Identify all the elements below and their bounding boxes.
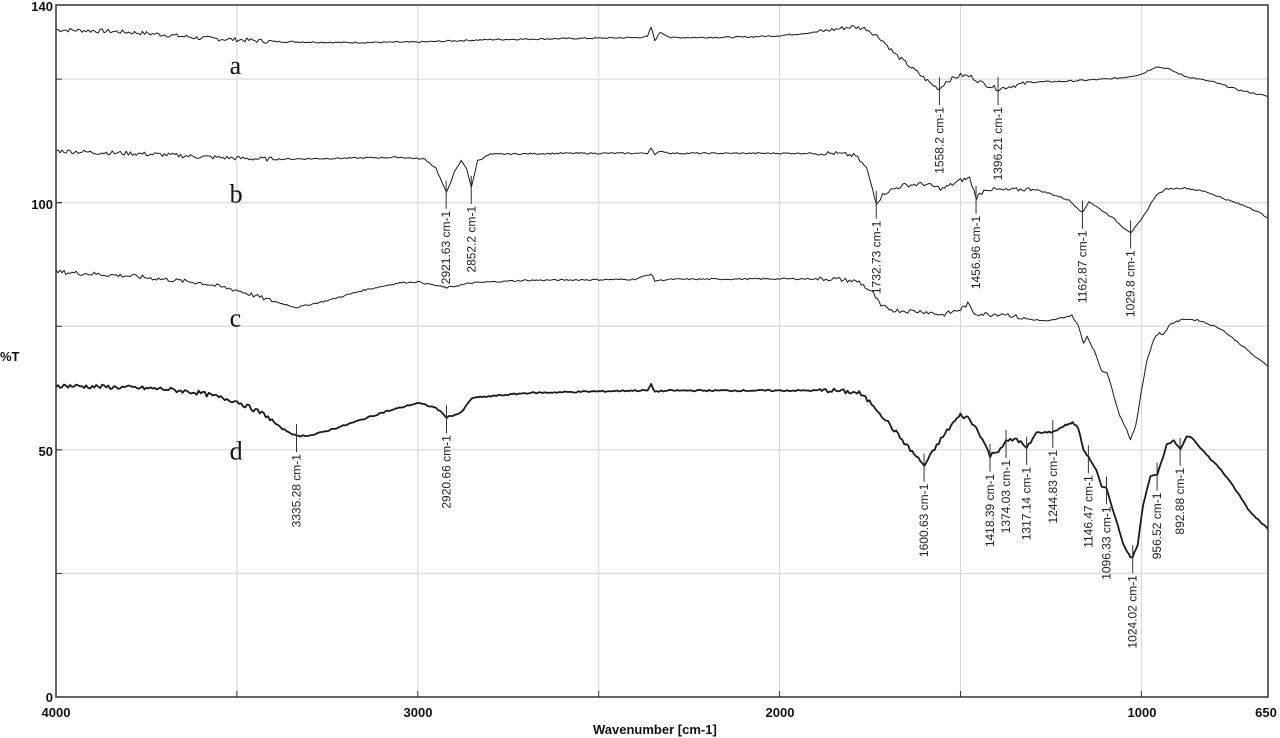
- peak-label: 2852.2 cm-1: [464, 206, 478, 273]
- peak-annotation: 3335.28 cm-1: [289, 424, 303, 527]
- peak-label: 1317.14 cm-1: [1020, 467, 1034, 541]
- x-tick-1000: 1000: [1128, 705, 1157, 720]
- series-label-d: d: [230, 437, 243, 466]
- spectrum-curves: [55, 25, 1269, 559]
- peak-annotation: 2852.2 cm-1: [464, 175, 478, 273]
- peak-annotation: 1396.21 cm-1: [991, 77, 1005, 180]
- peak-annotation: 956.52 cm-1: [1150, 462, 1164, 559]
- peak-label: 1029.8 cm-1: [1124, 250, 1138, 317]
- peak-annotation: 1029.8 cm-1: [1124, 220, 1138, 317]
- spectrum-curve-a: [55, 25, 1269, 97]
- grid-lines: [56, 5, 1268, 697]
- plot-frame: [55, 4, 1269, 698]
- y-tick-0: 0: [46, 690, 53, 705]
- peak-annotation: 1024.02 cm-1: [1126, 545, 1140, 649]
- x-axis-title: Wavenumber [cm-1]: [593, 722, 717, 737]
- series-label-c: c: [230, 303, 242, 332]
- peak-annotation: 1732.73 cm-1: [869, 190, 883, 294]
- peak-annotation: 1600.63 cm-1: [917, 453, 931, 557]
- peak-annotation: 1374.03 cm-1: [999, 429, 1013, 534]
- series-labels: a b c d: [230, 51, 243, 466]
- peak-label: 956.52 cm-1: [1150, 492, 1164, 559]
- peak-label: 1162.87 cm-1: [1075, 230, 1089, 303]
- peak-label: 1244.83 cm-1: [1046, 450, 1060, 524]
- peak-label: 2920.66 cm-1: [439, 435, 453, 509]
- peak-annotation: 1456.96 cm-1: [969, 185, 983, 289]
- peak-label: 1374.03 cm-1: [999, 460, 1013, 534]
- peak-label: 1418.39 cm-1: [983, 473, 997, 547]
- peak-label: 1558.2 cm-1: [932, 107, 946, 174]
- peak-label: 1600.63 cm-1: [917, 483, 931, 557]
- y-tick-50: 50: [39, 444, 53, 459]
- x-tick-650: 650: [1255, 705, 1277, 720]
- peak-annotation: 892.88 cm-1: [1173, 437, 1187, 535]
- peak-label: 1024.02 cm-1: [1126, 575, 1140, 649]
- peak-annotation: 2921.63 cm-1: [439, 180, 453, 285]
- peak-annotation: 2920.66 cm-1: [439, 405, 453, 509]
- peak-label: 2921.63 cm-1: [439, 211, 453, 285]
- spectrum-curve-c: [55, 269, 1269, 441]
- series-label-a: a: [230, 51, 242, 80]
- x-tick-4000: 4000: [42, 705, 71, 720]
- peak-annotation: 1244.83 cm-1: [1046, 420, 1060, 523]
- y-tick-140: 140: [31, 0, 53, 14]
- axis-ticks: [55, 4, 1269, 698]
- peak-label: 1146.47 cm-1: [1081, 475, 1095, 548]
- peak-annotations: 1558.2 cm-1 1396.21 cm-1 2921.63 cm-1 2852.…: [289, 77, 1187, 649]
- peak-label: 1456.96 cm-1: [969, 215, 983, 289]
- peak-label: 1096.33 cm-1: [1100, 506, 1114, 580]
- peak-annotation: 1096.33 cm-1: [1100, 476, 1114, 580]
- peak-label: 892.88 cm-1: [1173, 468, 1187, 535]
- y-tick-100: 100: [31, 197, 53, 212]
- peak-annotation: 1418.39 cm-1: [983, 443, 997, 547]
- peak-annotation: 1146.47 cm-1: [1081, 445, 1095, 548]
- peak-annotation: 1558.2 cm-1: [932, 77, 946, 174]
- x-tick-3000: 3000: [404, 705, 433, 720]
- x-tick-2000: 2000: [766, 705, 795, 720]
- peak-annotation: 1162.87 cm-1: [1075, 200, 1089, 303]
- spectrum-curve-d: [55, 383, 1269, 559]
- series-label-b: b: [230, 180, 243, 209]
- peak-label: 3335.28 cm-1: [289, 454, 303, 528]
- y-axis-title: %T: [0, 349, 20, 364]
- peak-annotation: 1317.14 cm-1: [1020, 436, 1034, 541]
- peak-label: 1732.73 cm-1: [869, 220, 883, 294]
- spectrum-curve-b: [55, 147, 1269, 234]
- peak-label: 1396.21 cm-1: [991, 107, 1005, 181]
